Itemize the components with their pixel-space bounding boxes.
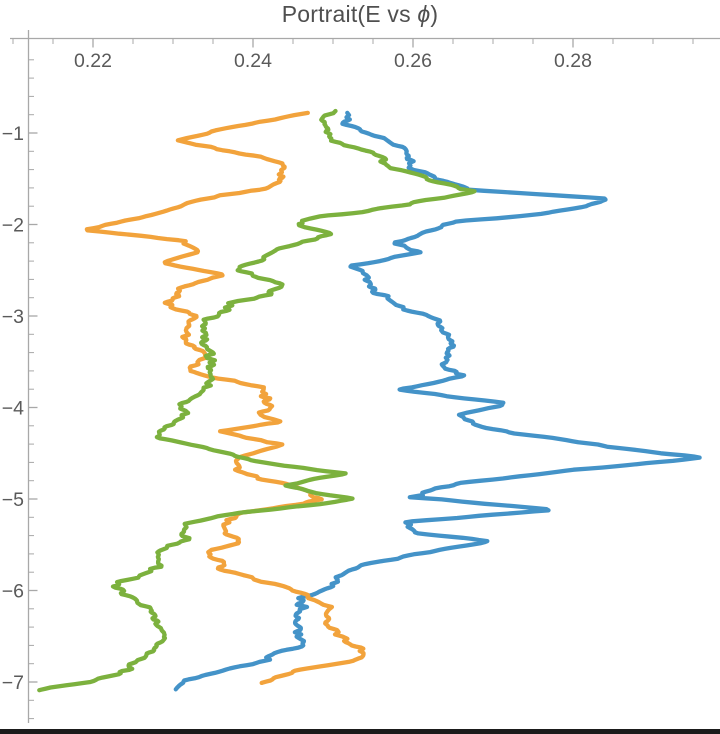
left-axis-tick-label: −1 [2, 123, 24, 145]
left-axis-tick-label: −4 [2, 398, 24, 420]
left-axis-tick-label: −6 [2, 581, 24, 603]
top-axis-tick-label: 0.22 [74, 50, 112, 72]
frame-bottom-edge [0, 729, 720, 734]
top-axis-tick-label: 0.24 [234, 50, 272, 72]
phi-symbol: ϕ [417, 1, 431, 27]
top-axis-tick-label: 0.26 [394, 50, 432, 72]
plot-title-text: Portrait(E vs [281, 1, 418, 27]
left-axis-tick-label: −3 [2, 306, 24, 328]
left-axis-tick-label: −7 [2, 672, 24, 694]
left-axis-tick-label: −2 [2, 215, 24, 237]
series-orange-line [84, 110, 366, 686]
top-axis-tick-label: 0.28 [554, 50, 592, 72]
plot-title: Portrait(E vs ϕ) [0, 1, 720, 28]
plot-title-close-paren: ) [430, 1, 439, 27]
left-axis-tick-label: −5 [2, 489, 24, 511]
series-blue-line [173, 110, 702, 692]
series-green-line [37, 108, 477, 693]
